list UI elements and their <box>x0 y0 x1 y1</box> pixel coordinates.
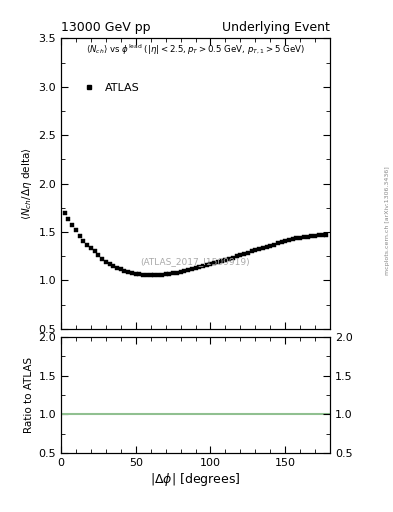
Y-axis label: $\langle N_{ch}/ \Delta\eta\ \mathrm{delta}\rangle$: $\langle N_{ch}/ \Delta\eta\ \mathrm{del… <box>20 147 34 220</box>
Text: (ATLAS_2017_I1509919): (ATLAS_2017_I1509919) <box>141 258 250 267</box>
Text: $\langle N_{ch}\rangle$ vs $\phi^{\rm lead}$ ($|\eta| < 2.5, p_T > 0.5$ GeV, $p_: $\langle N_{ch}\rangle$ vs $\phi^{\rm le… <box>86 43 305 57</box>
X-axis label: $|\Delta \phi|$ [degrees]: $|\Delta \phi|$ [degrees] <box>150 471 241 488</box>
Legend: ATLAS: ATLAS <box>77 82 141 94</box>
Text: 13000 GeV pp: 13000 GeV pp <box>61 22 151 34</box>
Text: Underlying Event: Underlying Event <box>222 22 330 34</box>
Y-axis label: Ratio to ATLAS: Ratio to ATLAS <box>24 357 34 433</box>
Text: mcplots.cern.ch [arXiv:1306.3436]: mcplots.cern.ch [arXiv:1306.3436] <box>385 166 389 274</box>
